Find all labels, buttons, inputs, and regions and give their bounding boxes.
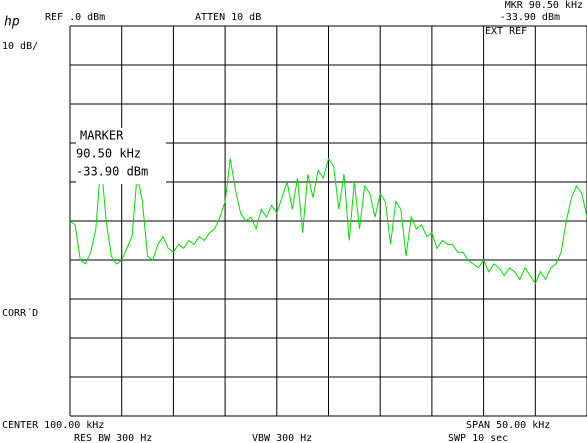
marker-box (76, 128, 166, 184)
vbw: VBW 300 Hz (252, 433, 312, 443)
res-bw: RES BW 300 Hz (74, 433, 152, 443)
logo: hp (4, 15, 20, 30)
marker-header-freq: MKR 90.50 kHz (505, 0, 583, 11)
marker-title: MARKER (80, 129, 124, 143)
marker-freq: 90.50 kHz (76, 147, 141, 161)
ext-ref: EXT REF (485, 26, 527, 37)
ref-level: REF .0 dBm (45, 12, 105, 23)
trace (69, 157, 587, 285)
plot (69, 25, 587, 417)
scale: 10 dB/ (2, 41, 38, 52)
sweep: SWP 10 sec (448, 433, 508, 443)
corrected: CORR´D (2, 307, 38, 319)
attenuation: ATTEN 10 dB (195, 12, 261, 23)
span: SPAN 50.00 kHz (466, 420, 550, 431)
marker-level: -33.90 dBm (76, 165, 148, 179)
center: CENTER 100.00 kHz (2, 420, 104, 431)
marker-header-level: -33.90 dBm (500, 12, 560, 23)
